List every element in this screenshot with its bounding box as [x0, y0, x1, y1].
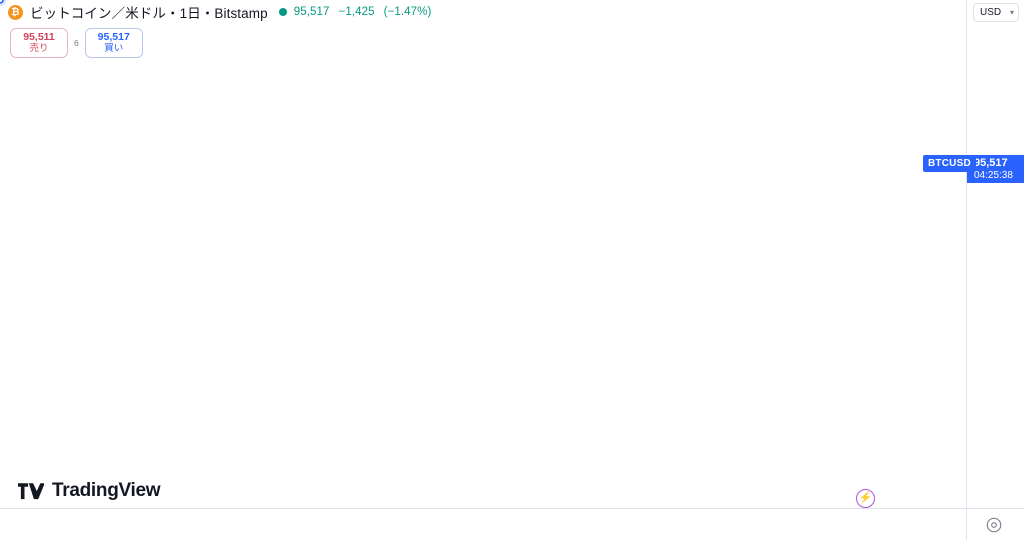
- tradingview-watermark: TradingView: [18, 480, 161, 502]
- bitcoin-icon: ₿: [8, 4, 23, 20]
- crosshair-target-icon[interactable]: [985, 516, 1003, 534]
- axis-divider: [966, 509, 967, 540]
- market-status-dot: [278, 8, 287, 16]
- sell-button[interactable]: 95,511 売り: [10, 28, 68, 58]
- current-price-label: 95,517 04:25:38: [967, 155, 1024, 183]
- time-axis[interactable]: [0, 508, 1024, 540]
- last-point-marker: [0, 0, 4, 4]
- buy-price: 95,517: [97, 31, 130, 44]
- buy-button[interactable]: 95,517 買い: [84, 28, 143, 58]
- last-price: 95,517: [293, 6, 330, 18]
- price-change: −1,425: [338, 6, 375, 18]
- currency-select[interactable]: USD ▾: [973, 3, 1019, 22]
- chart-plot-area[interactable]: [0, 0, 966, 508]
- spread-value: 6: [74, 38, 79, 48]
- currency-label: USD: [980, 7, 1002, 18]
- price-axis[interactable]: USD ▾ 95,517 04:25:38: [966, 0, 1024, 508]
- tradingview-logo-icon: [18, 482, 44, 499]
- current-price-countdown: 04:25:38: [974, 169, 1013, 181]
- symbol-title[interactable]: ビットコイン／米ドル・1日・Bitstamp: [30, 6, 268, 21]
- watermark-text: TradingView: [52, 480, 161, 501]
- lightning-bolt-icon[interactable]: ⚡: [856, 489, 875, 508]
- chevron-down-icon: ▾: [1009, 7, 1014, 17]
- price-line-chart: [0, 0, 6, 6]
- price-change-percent: (−1.47%): [383, 6, 432, 18]
- sell-label: 売り: [29, 42, 49, 54]
- buy-sell-badges: 95,511 売り 6 95,517 買い: [10, 28, 143, 58]
- buy-label: 買い: [104, 42, 124, 54]
- symbol-tag: BTCUSD: [923, 155, 976, 172]
- chart-header: ₿ ビットコイン／米ドル・1日・Bitstamp 95,517 −1,425 (…: [0, 0, 1024, 24]
- sell-price: 95,511: [23, 31, 55, 44]
- current-price-value: 95,517: [974, 156, 1008, 169]
